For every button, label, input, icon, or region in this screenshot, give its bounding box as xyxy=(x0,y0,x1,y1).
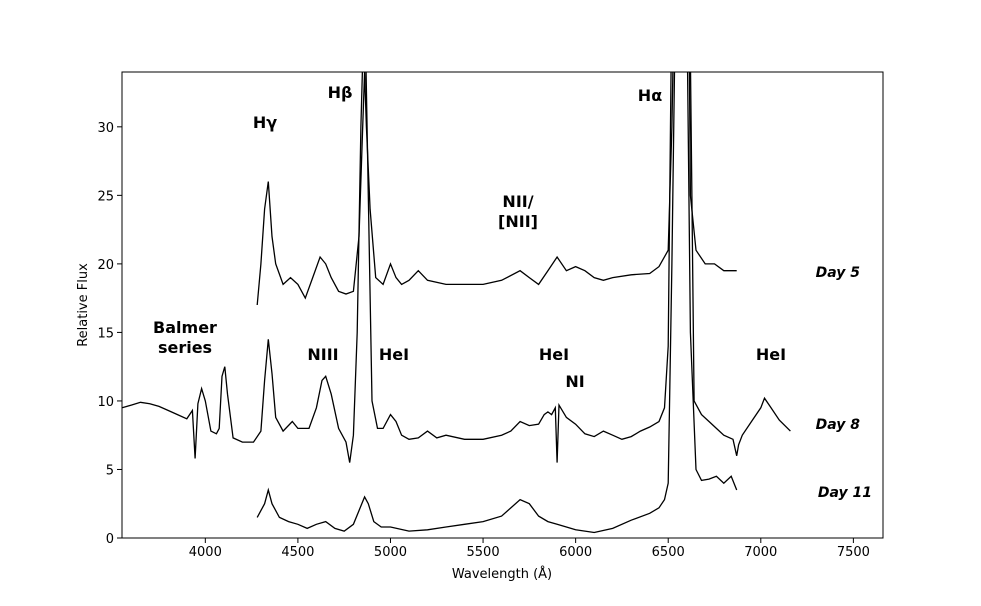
x-tick-label: 7500 xyxy=(837,545,870,560)
y-tick-label: 10 xyxy=(97,395,114,410)
x-tick-label: 7000 xyxy=(744,545,777,560)
x-tick-label: 5000 xyxy=(374,545,407,560)
y-tick-label: 0 xyxy=(106,532,114,547)
annotation: NIII xyxy=(307,345,338,364)
annotation: HeI xyxy=(539,345,569,364)
y-tick-label: 30 xyxy=(97,121,114,136)
y-tick-label: 5 xyxy=(106,463,114,478)
plot-frame xyxy=(121,71,884,539)
annotation: Hα xyxy=(638,86,662,105)
y-tick-label: 20 xyxy=(97,258,114,273)
annotation: NI xyxy=(565,372,584,391)
y-axis-label: Relative Flux xyxy=(76,263,91,347)
spectrum-line xyxy=(256,72,738,534)
x-tick-label: 4000 xyxy=(189,545,222,560)
series-label: Day 11 xyxy=(818,485,872,501)
spectrum-line xyxy=(122,72,791,463)
annotation: HeI xyxy=(379,345,409,364)
annotation: series xyxy=(158,338,212,357)
x-tick-label: 5500 xyxy=(467,545,500,560)
annotation: [NII] xyxy=(498,212,538,231)
annotation: Hβ xyxy=(328,83,353,102)
x-tick-label: 6500 xyxy=(652,545,685,560)
series-label: Day 8 xyxy=(816,417,861,433)
plot-lines xyxy=(122,72,791,534)
series-label: Day 5 xyxy=(816,265,861,281)
y-tick-label: 25 xyxy=(97,189,114,204)
y-tick-label: 15 xyxy=(97,326,114,341)
annotation: NII/ xyxy=(502,192,533,211)
annotation: Balmer xyxy=(153,318,217,337)
annotation: HeI xyxy=(756,345,786,364)
spectrum-line xyxy=(256,72,737,306)
x-tick-label: 4500 xyxy=(281,545,314,560)
x-tick-label: 6000 xyxy=(559,545,592,560)
x-axis-label: Wavelength (Å) xyxy=(452,566,552,582)
annotation: Hγ xyxy=(253,113,277,132)
